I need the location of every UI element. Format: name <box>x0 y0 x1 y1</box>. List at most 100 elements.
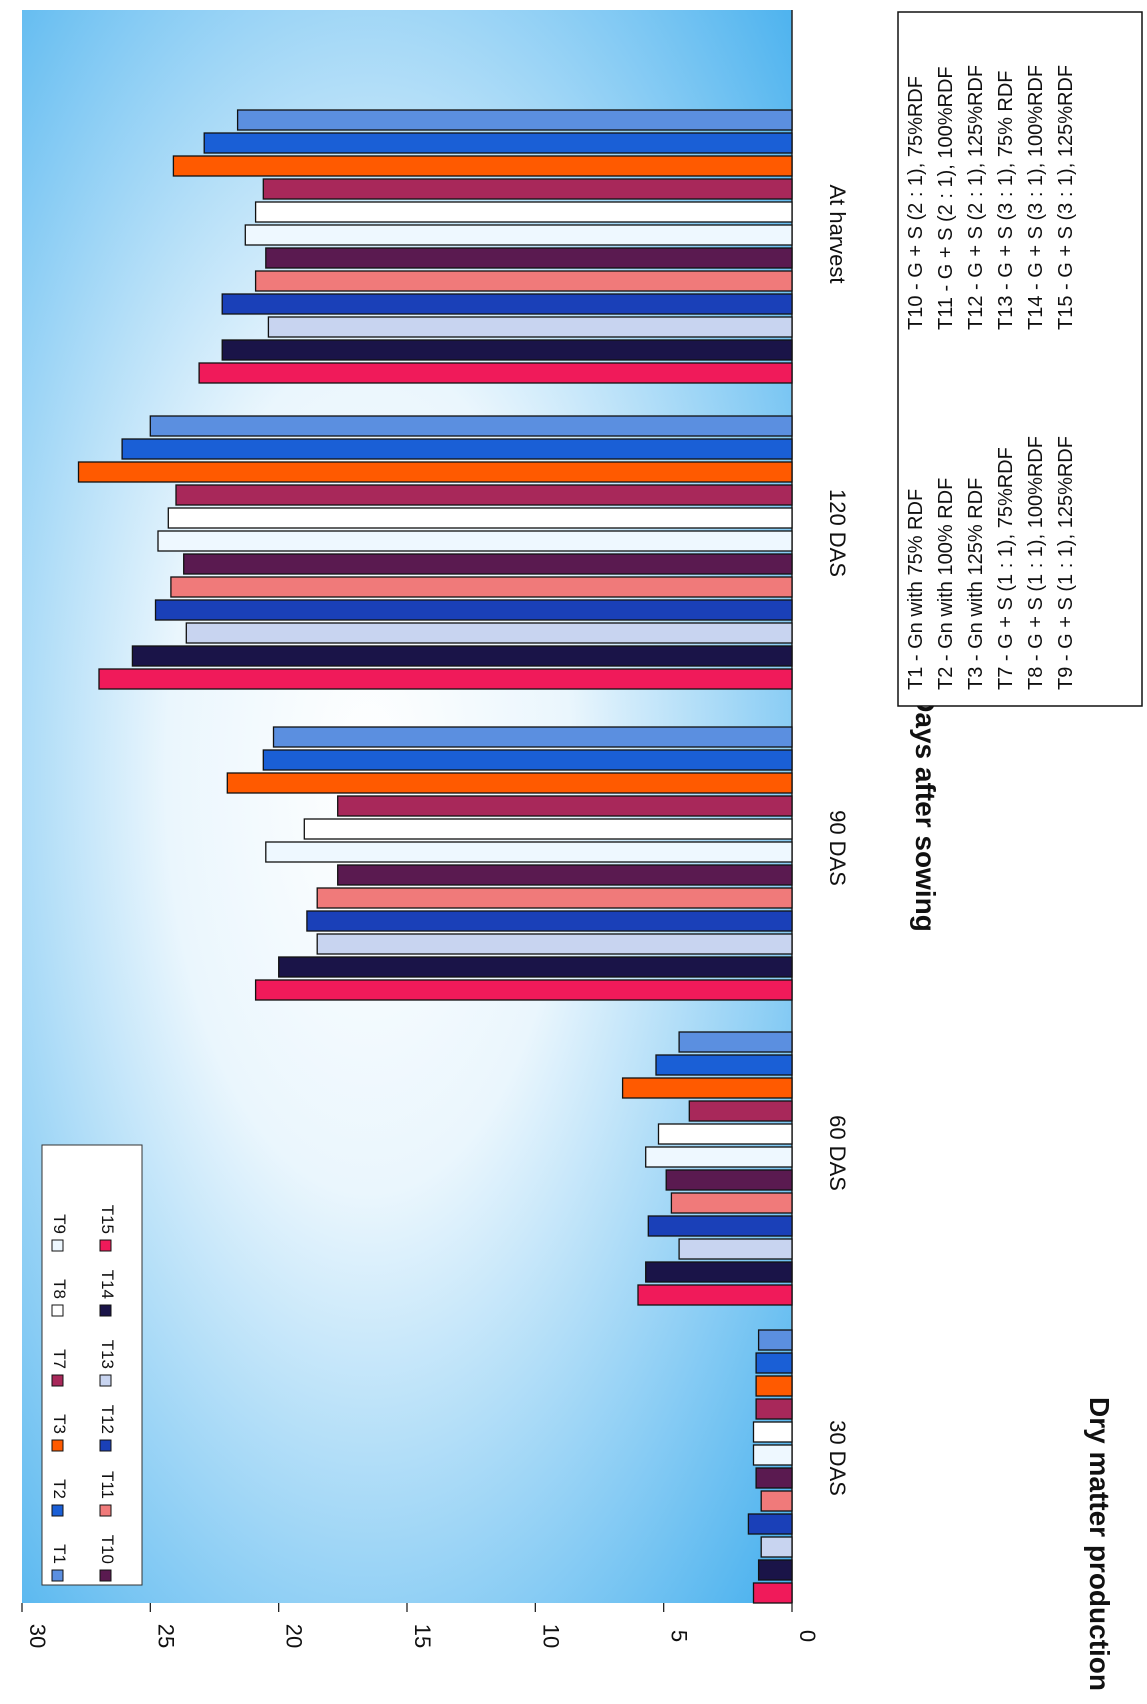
bar-t12-2 <box>306 910 793 932</box>
bar-t12-0 <box>747 1513 793 1535</box>
key-line-left: T8 - G + S (1 : 1), 100%RDF <box>1025 436 1047 690</box>
category-label: 60 DAS <box>825 1115 850 1191</box>
bar-t13-0 <box>760 1536 793 1558</box>
legend-label-t11: T11 <box>98 1471 117 1499</box>
bar-t8-3 <box>167 507 793 529</box>
bar-t9-0 <box>752 1444 793 1466</box>
key-line-right: T12 - G + S (2 : 1), 125%RDF <box>965 65 987 330</box>
legend-swatch-t12 <box>99 1439 112 1452</box>
bar-t11-3 <box>170 576 793 598</box>
category-label: 30 DAS <box>825 1420 850 1496</box>
bar-t7-3 <box>175 484 793 506</box>
legend-label-t8: T8 <box>50 1279 69 1299</box>
bar-t7-0 <box>755 1398 793 1420</box>
bar-t10-4 <box>265 247 793 269</box>
bar-t11-2 <box>316 887 793 909</box>
bar-t2-3 <box>121 438 793 460</box>
bar-t11-4 <box>254 270 793 292</box>
key-line-left: T3 - Gn with 125% RDF <box>965 478 987 690</box>
bar-t1-2 <box>272 726 793 748</box>
bar-t10-3 <box>183 553 793 575</box>
treatment-key-box <box>897 11 1143 707</box>
bar-t8-0 <box>752 1421 793 1443</box>
bar-t13-4 <box>267 316 793 338</box>
bar-t14-4 <box>221 339 793 361</box>
bar-t9-2 <box>265 841 793 863</box>
legend-label-t1: T1 <box>50 1544 69 1564</box>
value-axis-ticks: 0 5 10 15 20 25 30 <box>21 1603 820 1648</box>
bar-t3-3 <box>77 461 793 483</box>
bar-t3-4 <box>172 155 793 177</box>
key-line-left: T1 - Gn with 75% RDF <box>905 489 927 690</box>
legend-swatch-t8 <box>51 1304 64 1317</box>
legend-swatch-t15 <box>99 1239 112 1252</box>
bar-t11-1 <box>670 1192 793 1214</box>
bar-t3-1 <box>621 1077 793 1099</box>
bar-t9-4 <box>244 224 793 246</box>
bar-t9-1 <box>645 1146 793 1168</box>
category-label: At harvest <box>825 184 850 283</box>
key-line-left: T7 - G + S (1 : 1), 75%RDF <box>995 447 1017 690</box>
bar-t12-4 <box>221 293 793 315</box>
key-line-left: T9 - G + S (1 : 1), 125%RDF <box>1055 436 1077 690</box>
legend-swatch-t9 <box>51 1239 64 1252</box>
bar-t2-2 <box>262 749 793 771</box>
bar-t12-1 <box>647 1215 793 1237</box>
legend-swatch-t14 <box>99 1304 112 1317</box>
bar-t12-3 <box>154 599 793 621</box>
key-line-left: T2 - Gn with 100% RDF <box>935 478 957 690</box>
legend: T1 T2 T3 T7 T8 T9 T10 T11 T12 T13 T14 T15 <box>41 1144 143 1586</box>
bar-t14-1 <box>645 1261 793 1283</box>
bar-t3-2 <box>226 772 793 794</box>
treatment-key: T1 - Gn with 75% RDF T2 - Gn with 100% RD… <box>897 11 1143 707</box>
x-axis-title: Days after sowing <box>910 692 941 932</box>
bar-t2-4 <box>203 132 793 154</box>
key-line-right: T11 - G + S (2 : 1), 100%RDF <box>935 66 957 330</box>
bar-t7-4 <box>262 178 793 200</box>
y-axis-title-group: Dry matter production <box>1084 1397 1115 1691</box>
value-tick-label: 5 <box>667 1630 692 1642</box>
key-line-right: T10 - G + S (2 : 1), 75%RDF <box>905 76 927 330</box>
bar-t15-2 <box>254 979 793 1001</box>
bar-t11-0 <box>760 1490 793 1512</box>
x-axis-title-group: Days after sowing <box>910 692 941 932</box>
bars-layer <box>77 109 793 1604</box>
bar-t13-3 <box>185 622 793 644</box>
bar-t1-0 <box>757 1329 793 1351</box>
legend-label-t2: T2 <box>50 1479 69 1499</box>
bar-t7-1 <box>688 1100 793 1122</box>
value-tick-label: 25 <box>153 1624 178 1648</box>
value-tick-label: 10 <box>538 1624 563 1648</box>
category-label: 120 DAS <box>825 489 850 577</box>
bar-t10-2 <box>337 864 793 886</box>
legend-swatch-t7 <box>51 1374 64 1387</box>
key-line-right: T13 - G + S (3 : 1), 75% RDF <box>995 70 1017 330</box>
bar-t8-4 <box>254 201 793 223</box>
legend-swatch-t10 <box>99 1569 112 1582</box>
legend-swatch-t13 <box>99 1374 112 1387</box>
legend-label-t10: T10 <box>98 1535 117 1564</box>
bar-t15-1 <box>637 1284 793 1306</box>
legend-label-t3: T3 <box>50 1414 69 1434</box>
bar-t14-0 <box>757 1559 793 1581</box>
bar-t13-1 <box>678 1238 793 1260</box>
legend-label-t13: T13 <box>98 1340 117 1369</box>
bar-t9-3 <box>157 530 793 552</box>
bar-t15-4 <box>198 362 793 384</box>
legend-swatch-t11 <box>99 1504 112 1517</box>
bar-t2-1 <box>655 1054 793 1076</box>
legend-label-t15: T15 <box>98 1205 117 1234</box>
bar-t13-2 <box>316 933 793 955</box>
bar-t8-1 <box>657 1123 793 1145</box>
legend-label-t7: T7 <box>50 1349 69 1369</box>
bar-t3-0 <box>755 1375 793 1397</box>
bar-t1-1 <box>678 1031 793 1053</box>
bar-t14-2 <box>278 956 793 978</box>
bar-t1-4 <box>236 109 793 131</box>
bar-t8-2 <box>303 818 793 840</box>
category-label: 90 DAS <box>825 810 850 886</box>
bar-t15-0 <box>752 1582 793 1604</box>
value-tick-label: 15 <box>410 1624 435 1648</box>
